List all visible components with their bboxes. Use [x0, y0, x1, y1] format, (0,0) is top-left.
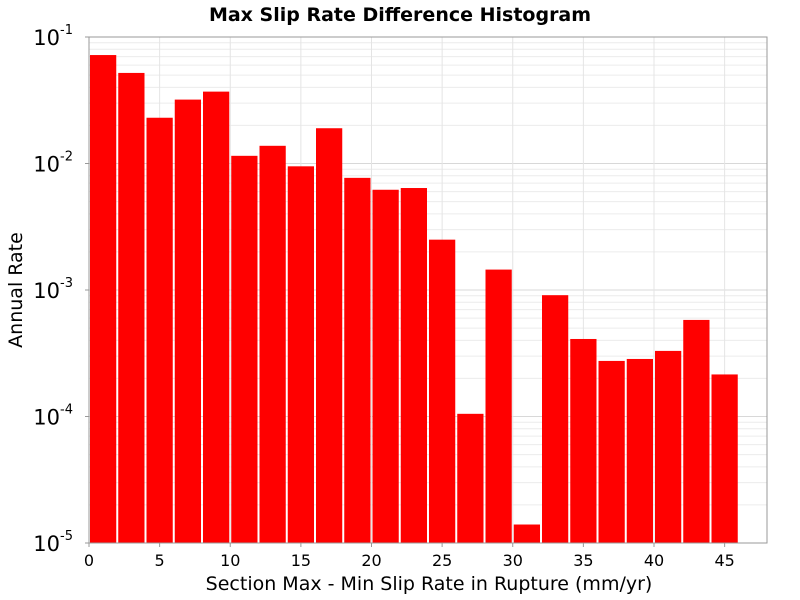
histogram-bar — [655, 350, 682, 543]
chart-title: Max Slip Rate Difference Histogram — [209, 4, 591, 26]
histogram-bar — [485, 269, 512, 543]
histogram-bar — [711, 374, 738, 543]
histogram-bar — [429, 239, 456, 543]
x-tick-label: 40 — [644, 551, 664, 570]
x-tick-label: 20 — [361, 551, 381, 570]
x-tick-label: 45 — [714, 551, 734, 570]
y-axis-label: Annual Rate — [5, 232, 27, 348]
x-axis-label: Section Max - Min Slip Rate in Rupture (… — [206, 573, 653, 595]
x-tick-label: 25 — [432, 551, 452, 570]
y-tick-label: 10 — [33, 532, 60, 556]
y-tick-label: 10 — [33, 26, 60, 50]
bars — [90, 55, 738, 544]
y-tick-exponent: -1 — [60, 23, 73, 38]
x-tick-label: 10 — [220, 551, 240, 570]
histogram-bar — [570, 338, 597, 543]
x-tick-label: 35 — [573, 551, 593, 570]
histogram-bar — [203, 91, 230, 543]
histogram-bar — [90, 55, 117, 544]
histogram-bar — [372, 189, 399, 543]
histogram-bar — [287, 166, 314, 543]
x-tick-label: 15 — [291, 551, 311, 570]
grid-lines — [88, 37, 767, 544]
histogram-bar — [626, 358, 653, 543]
histogram-bar — [683, 319, 710, 543]
x-axis-ticks: 0 5 10 15 20 25 30 35 40 45 — [84, 543, 735, 570]
y-tick-exponent: -5 — [60, 529, 73, 544]
histogram-bar — [259, 145, 286, 543]
histogram-bar — [400, 188, 427, 543]
histogram-bar — [316, 128, 343, 543]
x-tick-label: 30 — [503, 551, 523, 570]
histogram-bar — [542, 295, 569, 543]
y-tick-exponent: -3 — [60, 276, 73, 291]
y-tick-label: 10 — [33, 153, 60, 177]
histogram-bar — [118, 72, 145, 544]
y-tick-label: 10 — [33, 406, 60, 430]
histogram-bar — [174, 99, 201, 544]
histogram-bar — [598, 360, 625, 543]
x-tick-label: 5 — [155, 551, 165, 570]
y-axis-ticks: 10-510-410-310-210-1 — [33, 23, 89, 556]
x-tick-label: 0 — [84, 551, 94, 570]
y-tick-exponent: -4 — [60, 403, 73, 418]
histogram-bar — [146, 117, 173, 544]
y-tick-exponent: -2 — [60, 150, 73, 165]
y-tick-label: 10 — [33, 279, 60, 303]
histogram-bar — [231, 155, 258, 543]
histogram-bar — [344, 177, 371, 543]
histogram-bar — [513, 524, 540, 543]
histogram-bar — [457, 413, 484, 543]
